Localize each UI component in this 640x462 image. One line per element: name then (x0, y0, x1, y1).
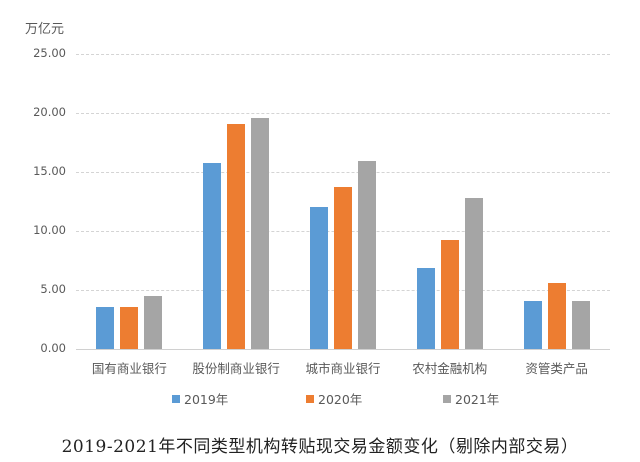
x-category-label: 城市商业银行 (305, 361, 381, 376)
y-tick-label: 15.00 (33, 164, 66, 178)
x-category-label: 国有商业银行 (91, 361, 167, 376)
bar (203, 162, 222, 349)
gridline (76, 113, 610, 114)
bar (358, 161, 376, 349)
bar (416, 267, 435, 349)
legend-label: 2019年 (184, 392, 229, 407)
chart-title: 2019-2021年不同类型机构转贴现交易金额变化（剔除内部交易） (61, 437, 579, 457)
bar (440, 240, 459, 349)
legend-swatch-icon (172, 394, 180, 403)
bar (96, 306, 115, 349)
bar (523, 300, 542, 349)
gridline (76, 54, 610, 55)
legend-label: 2021年 (455, 392, 500, 407)
bar (334, 187, 352, 349)
x-axis-line (76, 349, 610, 350)
y-axis-unit-label: 万亿元 (25, 22, 65, 37)
legend-swatch-icon (306, 394, 314, 403)
legend-label: 2020年 (318, 392, 363, 407)
y-tick-label: 10.00 (33, 223, 66, 237)
bar (571, 300, 590, 349)
legend-item: 2021年 (443, 389, 499, 408)
bar (144, 295, 163, 349)
bar (120, 306, 139, 349)
y-tick-label: 5.00 (40, 282, 66, 296)
x-category-label: 股份制商业银行 (192, 361, 280, 376)
y-tick-label: 25.00 (33, 46, 66, 60)
legend-swatch-icon (443, 394, 451, 403)
legend-item: 2019年 (172, 389, 228, 408)
bar (251, 117, 270, 349)
bar (547, 282, 566, 349)
legend-item: 2020年 (306, 389, 362, 408)
bar (464, 197, 483, 349)
y-tick-label: 20.00 (33, 105, 66, 119)
x-category-label: 资管类产品 (525, 361, 588, 376)
bar (227, 123, 246, 349)
bar (310, 207, 328, 349)
y-tick-label: 0.00 (40, 341, 66, 355)
gridline (76, 172, 610, 173)
x-category-label: 农村金融机构 (412, 361, 488, 376)
